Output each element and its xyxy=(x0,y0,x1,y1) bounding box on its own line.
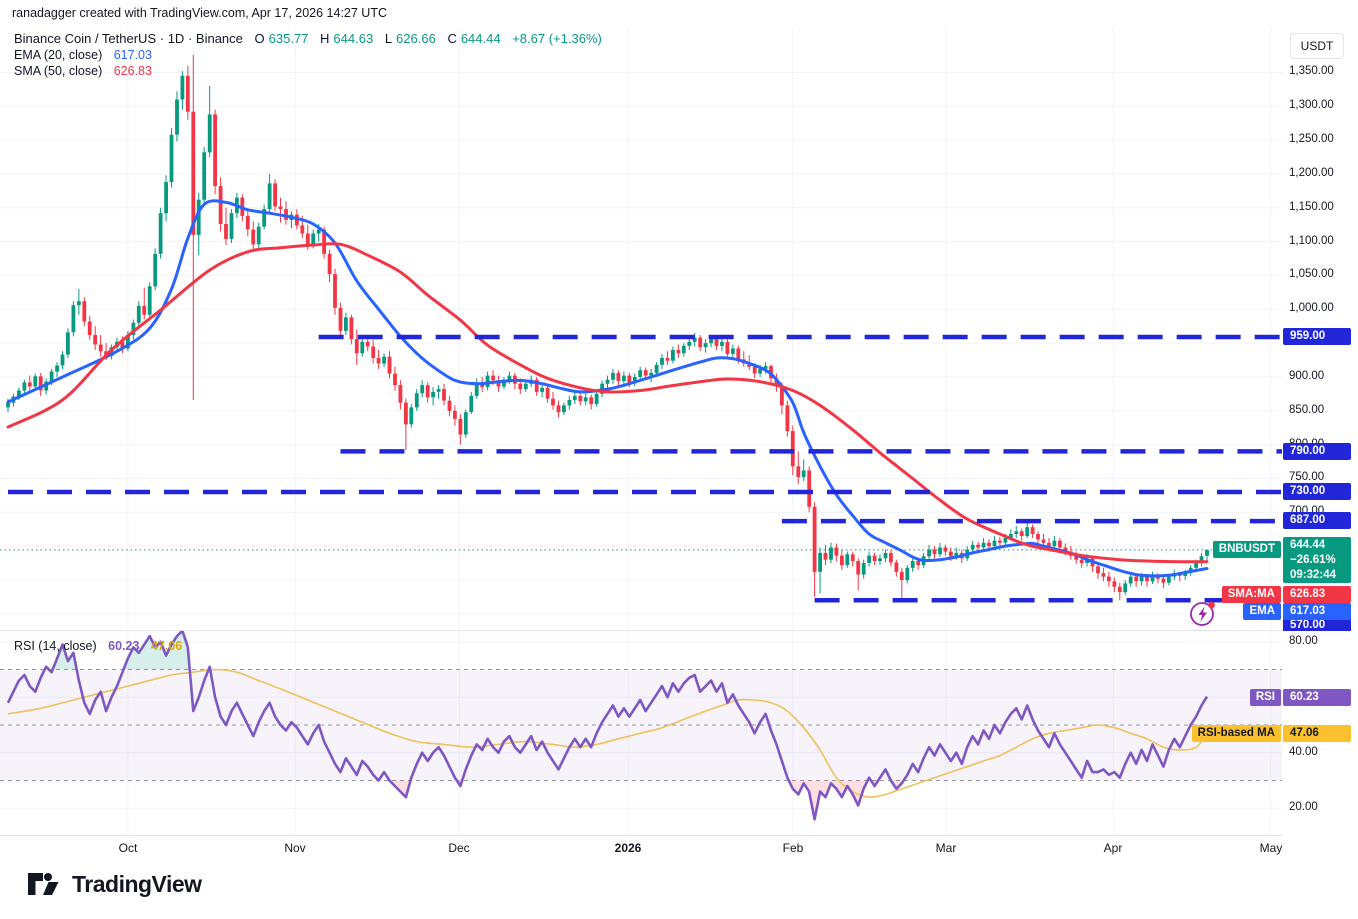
symbol-tag: BNBUSDT xyxy=(1212,541,1281,558)
close-value: 644.44 xyxy=(460,31,501,46)
ema-badge: 617.03 xyxy=(1283,603,1351,620)
price-tick-label: 750.00 xyxy=(1289,471,1325,483)
tradingview-logo[interactable]: TradingView xyxy=(26,869,202,899)
rsi-label: RSI (14, close) xyxy=(14,639,97,653)
change-value: +8.67 (+1.36%) xyxy=(512,31,602,46)
rsi-tick-label: 20.00 xyxy=(1289,801,1318,813)
price-tick-label: 850.00 xyxy=(1289,404,1325,416)
ema-label: EMA (20, close) xyxy=(14,48,103,62)
price-tick-label: 950.00 xyxy=(1289,336,1325,348)
ema-tag: EMA xyxy=(1243,603,1281,620)
close-label: C xyxy=(447,31,457,46)
price-tick-label: 1,100.00 xyxy=(1289,235,1334,247)
tradingview-logo-icon xyxy=(28,873,59,895)
rsi-ma-tag: RSI-based MA xyxy=(1191,725,1281,742)
rsi-legend-row[interactable]: RSI (14, close) 60.23 47.06 xyxy=(14,639,182,653)
rsi-ma-badge: 47.06 xyxy=(1283,725,1351,742)
price-tick-label: 1,350.00 xyxy=(1289,65,1334,77)
last-price-badge: 644.44 −26.61% 09:32:44 xyxy=(1283,537,1351,583)
exchange: Binance xyxy=(195,31,243,46)
price-tick-label: 1,050.00 xyxy=(1289,268,1334,280)
interval: 1D xyxy=(167,31,185,46)
price-tick-label: 1,000.00 xyxy=(1289,302,1334,314)
rsi-badge: 60.23 xyxy=(1283,689,1351,706)
symbol-name: Binance Coin / TetherUS xyxy=(14,31,157,46)
currency-unit-button[interactable]: USDT xyxy=(1290,33,1344,59)
price-tick-label: 1,250.00 xyxy=(1289,133,1334,145)
rsi-ma-value: 47.06 xyxy=(150,639,183,653)
last-change-pct: −26.61% xyxy=(1290,554,1336,566)
sma-badge: 626.83 xyxy=(1283,586,1351,603)
bar-countdown: 09:32:44 xyxy=(1290,569,1337,581)
rsi-value: 60.23 xyxy=(108,639,140,653)
low-value: 626.66 xyxy=(396,31,436,46)
sma-tag: SMA:MA xyxy=(1221,586,1281,603)
price-axis[interactable] xyxy=(1282,0,1358,860)
price-tick-label: 1,150.00 xyxy=(1289,201,1334,213)
price-tick-label: 1,300.00 xyxy=(1289,99,1334,111)
ema-legend-row[interactable]: EMA (20, close) 617.03 xyxy=(14,48,602,63)
symbol-legend-row[interactable]: Binance Coin / TetherUS · 1D · Binance O… xyxy=(14,31,602,46)
high-label: H xyxy=(320,31,330,46)
last-price: 644.44 xyxy=(1290,539,1326,551)
open-value: 635.77 xyxy=(268,31,309,46)
rsi-tag: RSI xyxy=(1249,689,1281,706)
flash-marker-icon[interactable] xyxy=(1186,596,1220,630)
tradingview-logo-text: TradingView xyxy=(72,870,202,897)
open-label: O xyxy=(254,31,265,46)
chart-legend[interactable]: Binance Coin / TetherUS · 1D · Binance O… xyxy=(14,31,602,80)
rsi-tick-label: 80.00 xyxy=(1289,635,1318,647)
sma-value: 626.83 xyxy=(113,64,152,78)
ema-value: 617.03 xyxy=(113,48,152,62)
attribution-text: ranadagger created with TradingView.com,… xyxy=(12,6,387,20)
low-label: L xyxy=(384,31,393,46)
sma-legend-row[interactable]: SMA (50, close) 626.83 xyxy=(14,64,602,79)
rsi-tick-label: 40.00 xyxy=(1289,746,1318,758)
price-tick-label: 900.00 xyxy=(1289,370,1325,382)
price-tick-label: 800.00 xyxy=(1289,438,1325,450)
sma-label: SMA (50, close) xyxy=(14,64,103,78)
high-value: 644.63 xyxy=(333,31,374,46)
price-tick-label: 700.00 xyxy=(1289,505,1325,517)
price-tick-label: 1,200.00 xyxy=(1289,167,1334,179)
